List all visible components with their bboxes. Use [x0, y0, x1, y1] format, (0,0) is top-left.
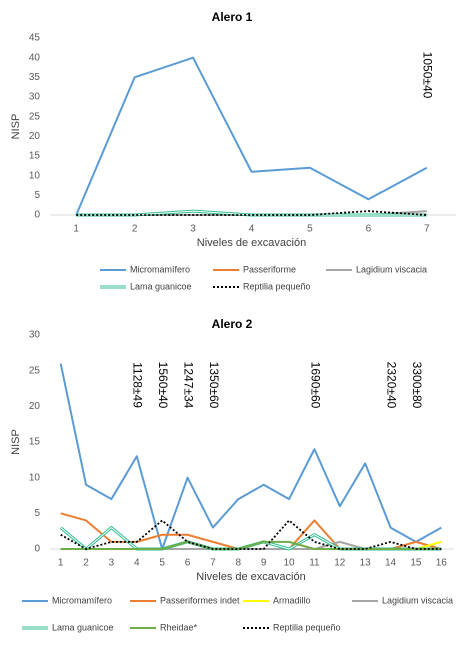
y-tick-label: 30 — [29, 92, 41, 103]
chart-title: Alero 2 — [212, 317, 253, 331]
legend-label: Reptilia pequeño — [273, 622, 341, 632]
x-tick-label: 6 — [366, 224, 372, 235]
x-tick-label: 4 — [134, 558, 140, 569]
series-line — [59, 363, 442, 550]
x-tick-label: 4 — [249, 224, 255, 235]
x-tick-label: 8 — [236, 558, 242, 569]
x-tick-label: 13 — [360, 558, 372, 569]
legend-label: Lagidium viscacia — [356, 264, 427, 274]
legend-label: Micromamífero — [52, 595, 112, 605]
x-tick-label: 15 — [410, 558, 422, 569]
legend-label: Rheidae* — [160, 622, 198, 632]
y-tick-label: 5 — [34, 508, 40, 519]
y-tick-label: 45 — [29, 33, 41, 44]
annotation: 1690±60 — [308, 362, 322, 409]
legend-label: Passeriforme — [243, 264, 296, 274]
x-tick-label: 3 — [109, 558, 115, 569]
x-tick-label: 5 — [307, 224, 313, 235]
y-tick-label: 35 — [29, 72, 41, 83]
x-tick-label: 16 — [436, 558, 448, 569]
y-tick-label: 5 — [34, 190, 40, 201]
series-line — [60, 519, 442, 550]
y-tick-label: 0 — [34, 544, 40, 555]
legend-label: Lama guanicoe — [130, 281, 192, 291]
x-axis-title: Niveles de excavación — [196, 571, 305, 583]
y-tick-label: 25 — [29, 365, 41, 376]
x-tick-label: 7 — [424, 224, 430, 235]
x-tick-label: 2 — [132, 224, 138, 235]
annotation: 1350±60 — [207, 362, 221, 409]
annotation: 1128±49 — [131, 362, 145, 408]
annotation: 1050±40 — [421, 52, 435, 99]
x-tick-label: 6 — [185, 558, 191, 569]
x-tick-label: 12 — [334, 558, 346, 569]
y-tick-label: 10 — [29, 472, 41, 483]
y-axis-title: NISP — [10, 429, 22, 455]
legend-label: Lama guanicoe — [52, 622, 114, 632]
legend-label: Lagidium viscacia — [382, 595, 453, 605]
legend-label: Armadillo — [273, 595, 311, 605]
y-tick-label: 10 — [29, 170, 41, 181]
y-tick-label: 30 — [29, 330, 41, 341]
y-tick-label: 15 — [29, 151, 41, 162]
x-tick-label: 3 — [190, 224, 196, 235]
x-tick-label: 1 — [58, 558, 64, 569]
annotation: 1560±40 — [156, 362, 170, 409]
y-tick-label: 15 — [29, 437, 41, 448]
legend-label: Reptilia pequeño — [243, 281, 311, 291]
x-axis-title: Niveles de excavación — [197, 237, 306, 249]
x-tick-label: 9 — [261, 558, 267, 569]
series-line — [76, 210, 427, 216]
x-tick-label: 10 — [284, 558, 296, 569]
x-tick-label: 7 — [210, 558, 216, 569]
series-line-inner — [76, 210, 427, 216]
x-tick-label: 2 — [83, 558, 89, 569]
chart-title: Alero 1 — [212, 10, 253, 24]
y-tick-label: 0 — [34, 210, 40, 221]
legend-label: Passeriformes indet — [160, 595, 240, 605]
annotation: 3300±80 — [410, 362, 424, 409]
x-tick-label: 1 — [73, 224, 79, 235]
y-tick-label: 20 — [29, 131, 41, 142]
y-axis-title: NISP — [10, 114, 22, 140]
series-line — [60, 540, 442, 550]
x-tick-label: 14 — [385, 558, 397, 569]
series-line — [75, 56, 428, 216]
annotation: 1247±34 — [181, 362, 195, 409]
legend-label: Micromamífero — [130, 264, 190, 274]
annotation: 2320±40 — [384, 362, 398, 409]
y-tick-label: 40 — [29, 52, 41, 63]
y-tick-label: 25 — [29, 111, 41, 122]
x-tick-label: 5 — [159, 558, 165, 569]
x-tick-label: 11 — [309, 558, 320, 569]
y-tick-label: 20 — [29, 401, 41, 412]
